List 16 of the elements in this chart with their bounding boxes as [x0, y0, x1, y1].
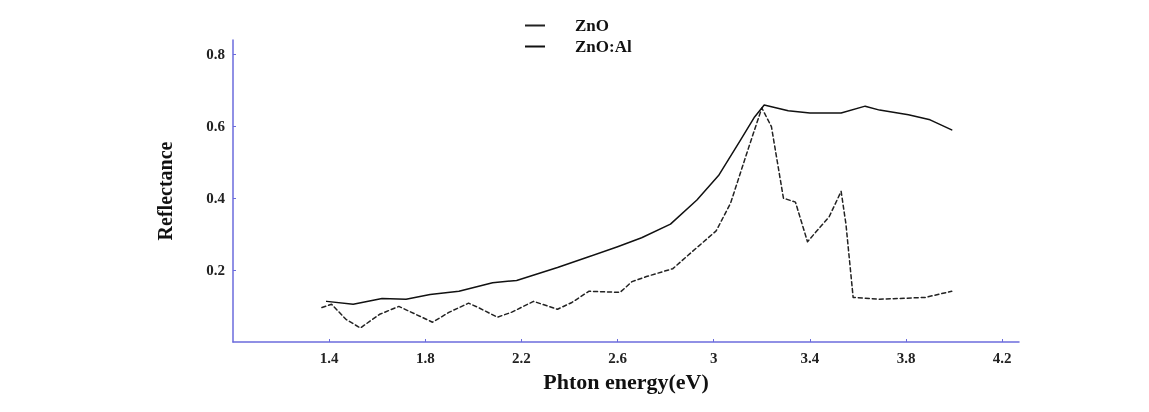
x-axis-title: Phton energy(eV) [543, 368, 709, 394]
legend-label: ZnO [575, 16, 610, 35]
y-tick-label: 0.8 [206, 46, 225, 63]
y-tick-label: 0.6 [206, 118, 226, 135]
y-tick-label: 0.2 [206, 262, 225, 279]
y-axis-title: Reflectance [154, 141, 176, 241]
x-tick-label: 2.6 [608, 349, 628, 366]
x-tick-label: 3.8 [896, 349, 916, 366]
x-tick-label: 3 [709, 349, 718, 366]
x-tick-label: 4.2 [992, 349, 1012, 366]
y-tick-label: 0.4 [206, 190, 226, 207]
x-tick-label: 3.4 [800, 349, 820, 366]
x-tick-label: 2.2 [512, 349, 531, 366]
legend-label: ZnO:Al [575, 37, 632, 56]
x-tick-label: 1.8 [415, 349, 435, 366]
x-tick-label: 1.4 [319, 349, 340, 366]
